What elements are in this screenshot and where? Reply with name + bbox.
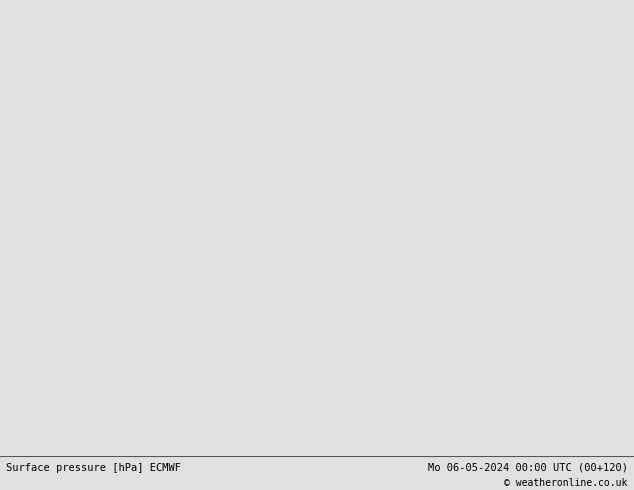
Text: Mo 06-05-2024 00:00 UTC (00+120): Mo 06-05-2024 00:00 UTC (00+120) xyxy=(428,463,628,473)
Text: Surface pressure [hPa] ECMWF: Surface pressure [hPa] ECMWF xyxy=(6,463,181,473)
Text: © weatheronline.co.uk: © weatheronline.co.uk xyxy=(504,478,628,488)
